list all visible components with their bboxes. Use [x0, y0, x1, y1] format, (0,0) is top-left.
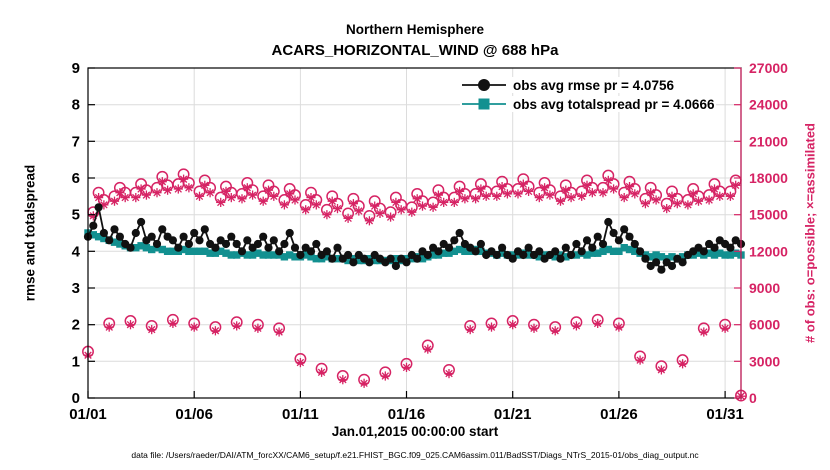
svg-text:21000: 21000	[749, 133, 788, 149]
plot-title-line1: Northern Hemisphere	[345, 22, 485, 37]
right-axis-label: # of obs: o=possible; ×=assimilated	[802, 123, 818, 343]
svg-text:2: 2	[72, 317, 80, 334]
svg-text:01/21: 01/21	[494, 406, 532, 423]
svg-text:0: 0	[72, 390, 80, 407]
svg-text:4: 4	[72, 243, 81, 260]
grid-lines	[87, 67, 741, 399]
svg-text:8: 8	[72, 97, 80, 114]
svg-text:01/26: 01/26	[600, 406, 638, 423]
svg-text:7: 7	[72, 133, 80, 150]
svg-text:3000: 3000	[749, 353, 780, 369]
legend: obs avg rmse pr = 4.0756 obs avg totalspr…	[460, 77, 717, 112]
svg-text:01/31: 01/31	[706, 406, 744, 423]
svg-text:01/06: 01/06	[175, 406, 213, 423]
svg-text:5: 5	[72, 207, 80, 224]
legend-item-totalspread: obs avg totalspread pr = 4.0666	[460, 96, 717, 112]
legend-item-rmse: obs avg rmse pr = 4.0756	[460, 77, 717, 93]
svg-text:12000: 12000	[749, 243, 788, 259]
svg-text:3: 3	[72, 280, 80, 297]
svg-text:01/01: 01/01	[69, 406, 107, 423]
svg-text:9: 9	[72, 60, 80, 77]
plot-title-line2: ACARS_HORIZONTAL_WIND @ 688 hPa	[271, 42, 559, 59]
rmse-series	[83, 203, 746, 274]
svg-text:0: 0	[749, 390, 757, 406]
svg-text:15000: 15000	[749, 207, 788, 223]
svg-text:1: 1	[72, 353, 80, 370]
svg-text:9000: 9000	[749, 280, 780, 296]
axes-box	[87, 67, 742, 399]
svg-text:01/16: 01/16	[388, 406, 426, 423]
svg-text:6000: 6000	[749, 317, 780, 333]
svg-text:18000: 18000	[749, 170, 788, 186]
rmse-legend-marker	[462, 79, 506, 91]
x-axis-label: Jan.01,2015 00:00:00 start	[331, 424, 499, 439]
x-axis-ticks: 01/01 01/06 01/11 01/16 01/21 01/26 01/31	[69, 391, 744, 423]
svg-text:6: 6	[72, 170, 80, 187]
right-axis-ticks: 0 3000 6000 9000 12000 15000 18000 21000 24000 27…	[734, 60, 788, 406]
svg-text:01/11: 01/11	[282, 406, 319, 423]
legend-label: obs avg rmse pr = 4.0756	[513, 77, 674, 93]
left-axis-label: rmse and totalspread	[22, 164, 38, 302]
data-file-caption: data file: /Users/raeder/DAI/ATM_forcXX/…	[131, 450, 699, 460]
svg-text:24000: 24000	[749, 97, 788, 113]
left-axis-ticks: 0 1 2 3 4 5 6 7 8 9	[72, 60, 95, 407]
totalspread-legend-marker	[462, 98, 506, 110]
legend-label: obs avg totalspread pr = 4.0666	[513, 96, 715, 112]
svg-text:27000: 27000	[749, 60, 788, 76]
